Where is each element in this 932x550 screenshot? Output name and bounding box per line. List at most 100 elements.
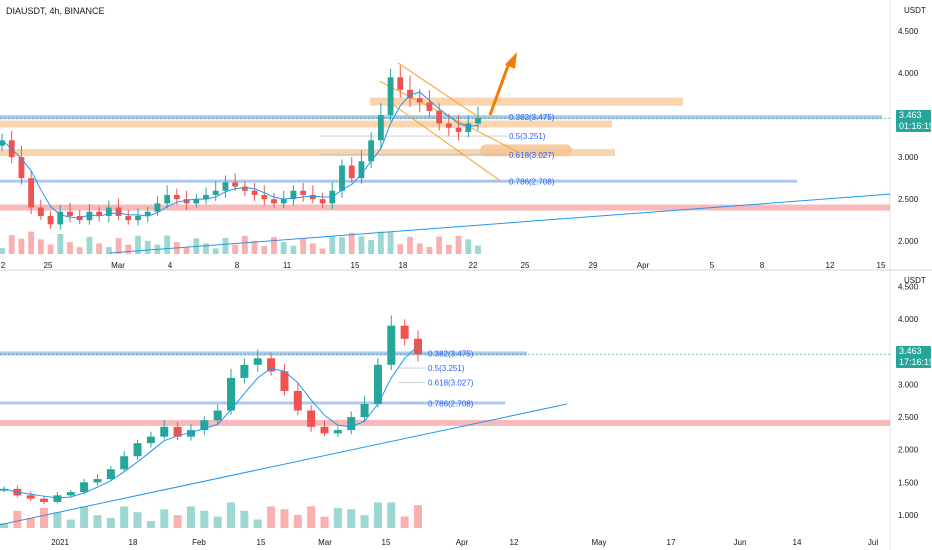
bottom-level-line [0, 401, 505, 405]
top-candle [96, 211, 103, 216]
top-price-timer: 01:16:19 [899, 121, 932, 131]
bottom-volume-bar [413, 505, 423, 528]
bottom-candle [120, 456, 129, 470]
bottom-candle [66, 492, 75, 496]
top-candle [18, 157, 25, 179]
top-x-tick: 8 [760, 261, 765, 270]
top-x-tick: 4 [168, 261, 173, 270]
bottom-y-tick: 3.000 [898, 380, 919, 389]
top-fib-label: 0.382(3.475) [509, 113, 555, 122]
top-arrow-shaft [488, 62, 511, 116]
bottom-candle [280, 371, 289, 391]
top-candle [105, 207, 112, 216]
bottom-candle [347, 417, 356, 431]
bottom-volume-bar [160, 509, 169, 528]
top-trendline [109, 193, 891, 254]
top-x-tick: 8 [235, 261, 240, 270]
top-candle [154, 203, 161, 212]
bottom-fib-label: 0.618(3.027) [428, 379, 474, 388]
top-candle [251, 190, 258, 195]
top-volume-bar [193, 238, 200, 254]
top-volume-bar [377, 231, 384, 254]
top-candle [37, 207, 44, 216]
bottom-volume-bar [293, 515, 302, 528]
top-volume-bar [0, 248, 5, 254]
top-x-tick: 5 [710, 261, 715, 270]
top-volume-bar [37, 239, 44, 254]
bottom-volume-bar [93, 515, 102, 528]
top-candle [241, 186, 248, 191]
top-volume-bar [57, 234, 64, 254]
bottom-y-tick: 4.500 [898, 283, 919, 292]
bottom-candle [253, 358, 262, 365]
top-candle [416, 98, 423, 103]
top-volume-bar [18, 238, 25, 254]
bottom-candle [307, 410, 316, 427]
top-candle [28, 178, 35, 208]
bottom-candle [267, 358, 276, 372]
bottom-x-tick: Feb [192, 538, 206, 547]
top-moving-average [1, 91, 479, 219]
top-candle [115, 207, 122, 216]
top-volume-bar [86, 236, 93, 254]
top-chart-title: DIAUSDT, 4h, BINANCE [6, 6, 105, 16]
top-volume-bar [115, 238, 122, 254]
bottom-x-tick: 17 [667, 538, 676, 547]
top-volume-bar [407, 236, 413, 254]
top-volume-bar [475, 245, 481, 254]
top-candle [86, 211, 93, 221]
top-level-band [370, 97, 683, 106]
top-volume-bar [397, 244, 404, 254]
bottom-x-tick: Apr [456, 538, 469, 547]
top-volume-bar [173, 242, 180, 254]
bottom-volume-bar [133, 512, 142, 528]
top-fib-label: 0.5(3.251) [509, 132, 546, 141]
top-volume-bar [203, 243, 209, 254]
bottom-volume-bar [40, 507, 49, 528]
bottom-price-timer: 17:16:19 [899, 357, 932, 367]
top-y-tick: 4.500 [898, 27, 919, 36]
top-candle [232, 182, 239, 187]
top-candle [339, 165, 345, 191]
top-candle [348, 165, 355, 179]
top-volume-bar [8, 235, 15, 254]
top-candle [222, 182, 229, 191]
top-volume-bar [96, 243, 103, 254]
bottom-candle [173, 426, 182, 437]
bottom-candle [373, 364, 382, 404]
top-candle [465, 123, 472, 132]
top-volume-bar [261, 245, 268, 254]
bottom-x-tick: 15 [382, 538, 391, 547]
bottom-volume-bar [13, 510, 22, 528]
top-volume-bar [416, 243, 423, 254]
bottom-volume-bar [80, 506, 89, 528]
bottom-fib-label: 0.5(3.251) [428, 364, 465, 373]
top-volume-bar [232, 244, 239, 254]
top-volume-bar [125, 244, 132, 254]
bottom-volume-bar [307, 506, 316, 528]
top-x-tick: 2 [1, 261, 6, 270]
bottom-candle [106, 469, 115, 480]
bottom-y-tick: 2.500 [898, 413, 919, 422]
top-channel-lower [389, 102, 501, 182]
top-level-highlight [480, 144, 572, 157]
bottom-candle [26, 495, 35, 499]
top-candle [368, 140, 375, 162]
top-volume-bar [251, 240, 258, 254]
bottom-volume-bar [267, 506, 276, 528]
bottom-candle [227, 377, 236, 411]
top-arrow-head [505, 52, 517, 69]
top-volume-bar [241, 235, 248, 254]
top-candle [212, 190, 219, 195]
top-x-tick: 29 [589, 261, 598, 270]
top-candle [280, 199, 287, 204]
top-volume-bar [154, 244, 161, 254]
top-volume-bar [222, 238, 229, 254]
top-candle [271, 199, 277, 204]
bottom-x-tick: 15 [257, 538, 266, 547]
bottom-volume-bar [0, 523, 9, 528]
bottom-y-tick: 4.000 [898, 315, 919, 324]
top-price-value: 3.463 [899, 110, 922, 120]
bottom-volume-bar [387, 502, 396, 528]
